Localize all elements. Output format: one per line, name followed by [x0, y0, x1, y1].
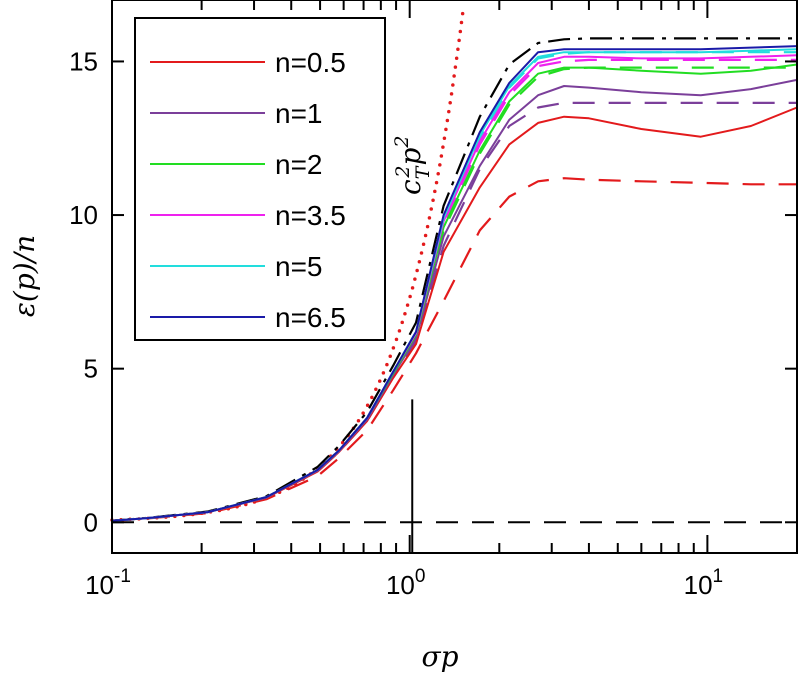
- plot-frame: [111, 0, 798, 554]
- legend: n=0.5 n=1 n=2 n=3.5 n=5 n=6.5: [134, 17, 386, 341]
- series-line-dashed-6: [111, 177, 797, 523]
- ctp2-dotted-curve: [110, 6, 466, 522]
- y-axis-label: ε(p)/n: [8, 235, 41, 317]
- x-tick-label: 10-1: [85, 566, 131, 600]
- x-axis-label: σp: [421, 640, 458, 673]
- plot-marks: [110, 6, 798, 553]
- series-line-n-6-5: [111, 45, 798, 522]
- legend-label: n=2: [275, 149, 323, 180]
- legend-label: n=6.5: [275, 302, 346, 333]
- x-tick-label: 101: [684, 566, 724, 600]
- legend-label: n=5: [275, 251, 323, 282]
- legend-label: n=1: [275, 98, 323, 129]
- legend-label: n=0.5: [275, 47, 346, 78]
- annotation-ctp2: cT2p2: [391, 136, 434, 196]
- legend-label: n=3.5: [275, 200, 346, 231]
- y-tick-label: 15: [69, 46, 98, 76]
- y-tick-label: 0: [84, 507, 98, 537]
- axis-ticks: 0 5 10 15 10-1 100 101: [69, 0, 798, 600]
- y-tick-label: 10: [69, 200, 98, 230]
- x-tick-label: 100: [386, 566, 426, 600]
- y-tick-label: 5: [84, 354, 98, 384]
- legend-box: [134, 17, 386, 341]
